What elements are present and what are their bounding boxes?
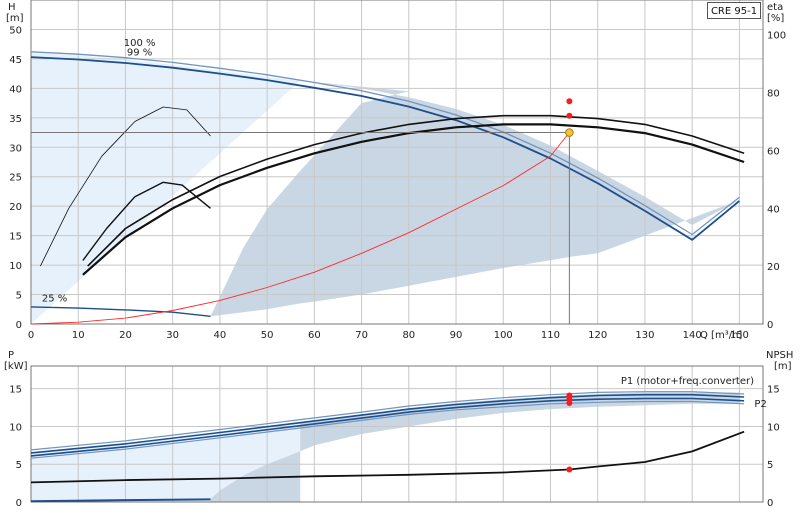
curve-system: [30, 132, 570, 325]
x-tick-30: 30: [166, 330, 179, 341]
curve-eta-part-2: [82, 181, 211, 261]
curve-p-1: [30, 391, 745, 451]
power-range-light: [31, 422, 301, 502]
y-tick-left-25: 25: [9, 173, 22, 184]
curve-eta-part-1: [40, 106, 211, 267]
power-marker-2: [566, 400, 573, 407]
curve-head-99: [30, 56, 740, 241]
eta-marker-1: [566, 112, 573, 119]
y-tick-right-80: 80: [767, 89, 780, 100]
head-efficiency-panel: 0 10 20 30 40 50 60 70 80 90 100 110 120 130 140 150051…: [6, 0, 786, 341]
y-tick-right-40: 40: [767, 204, 780, 215]
y-tick-left-5: 5: [16, 291, 22, 302]
annotation-0: 100 %: [124, 38, 156, 49]
y-tick-left-30: 30: [9, 143, 22, 154]
x-tick-40: 40: [214, 330, 227, 341]
y-tick-left-20: 20: [9, 202, 22, 213]
y-tick-right-60: 60: [767, 146, 780, 157]
bottom-y-tick-left-5: 5: [16, 460, 22, 471]
bottom-y-tick-left-10: 10: [9, 422, 22, 433]
bottom-y-tick-left-0: 0: [16, 498, 22, 509]
y-tick-left-50: 50: [9, 25, 22, 36]
x-axis-label: Q [m³/h]: [700, 330, 742, 341]
bottom-y-label-right-unit: [m]: [774, 361, 792, 372]
duty-point: [565, 128, 574, 137]
y-label-left-unit: [m]: [6, 13, 24, 24]
curve-p-3: [30, 397, 745, 457]
curve-p-4: [30, 400, 745, 459]
x-tick-130: 130: [635, 330, 654, 341]
model-label: CRE 95-1: [707, 2, 761, 19]
curve-eta-99: [82, 123, 745, 276]
npsh-marker: [566, 466, 573, 473]
y-tick-left-40: 40: [9, 84, 22, 95]
operating-range: [210, 80, 740, 317]
eta-marker-0: [566, 98, 573, 105]
curve-eta-100: [87, 114, 745, 267]
bottom-y-tick-right-0: 0: [767, 498, 773, 509]
y-label-left-name: H: [8, 2, 16, 13]
y-tick-left-0: 0: [16, 320, 22, 331]
x-tick-50: 50: [261, 330, 274, 341]
x-tick-100: 100: [494, 330, 513, 341]
x-tick-0: 0: [28, 330, 34, 341]
curve-head-100: [30, 51, 740, 236]
bottom-y-tick-right-15: 15: [767, 385, 780, 396]
bottom-y-tick-right-10: 10: [767, 422, 780, 433]
x-tick-90: 90: [450, 330, 463, 341]
bottom-y-tick-right-5: 5: [767, 460, 773, 471]
annotation-1: 99 %: [127, 47, 152, 58]
x-tick-10: 10: [72, 330, 85, 341]
x-tick-70: 70: [355, 330, 368, 341]
bottom-y-label-left-name: P: [8, 350, 14, 361]
y-tick-left-10: 10: [9, 261, 22, 272]
y-tick-left-15: 15: [9, 232, 22, 243]
y-tick-right-0: 0: [767, 320, 773, 331]
annotation-2: 25 %: [42, 294, 67, 305]
x-tick-20: 20: [119, 330, 132, 341]
x-tick-110: 110: [541, 330, 560, 341]
bottom-y-label-right-name: NPSH: [766, 350, 793, 361]
y-tick-right-20: 20: [767, 262, 780, 273]
y-tick-right-100: 100: [767, 31, 786, 42]
curve-p-2: [30, 393, 745, 454]
x-tick-60: 60: [308, 330, 321, 341]
curve-p-low: [30, 498, 211, 503]
x-tick-150: 150: [730, 330, 749, 341]
bottom-y-label-left-unit: [kW]: [4, 361, 28, 372]
y-label-right-unit: [%]: [767, 13, 784, 24]
curve-head-25: [30, 306, 211, 317]
y-label-right-name: eta: [767, 2, 783, 13]
y-tick-left-45: 45: [9, 55, 22, 66]
plot-frame: [30, 0, 764, 325]
bottom-annotation-0: P1 (motor+freq.converter): [621, 376, 754, 387]
y-tick-left-35: 35: [9, 114, 22, 125]
bottom-y-tick-left-15: 15: [9, 385, 22, 396]
x-tick-120: 120: [588, 330, 607, 341]
bottom-annotation-1: P2: [754, 399, 766, 410]
bottom-plot-frame: [30, 365, 764, 503]
x-tick-140: 140: [683, 330, 702, 341]
curve-npsh: [30, 430, 745, 484]
power-npsh-panel: 0 5 10 15 0 5 10 15 P[kW] NPSH[m] P1 (motor+freq.c…: [4, 350, 793, 509]
x-tick-80: 80: [402, 330, 415, 341]
